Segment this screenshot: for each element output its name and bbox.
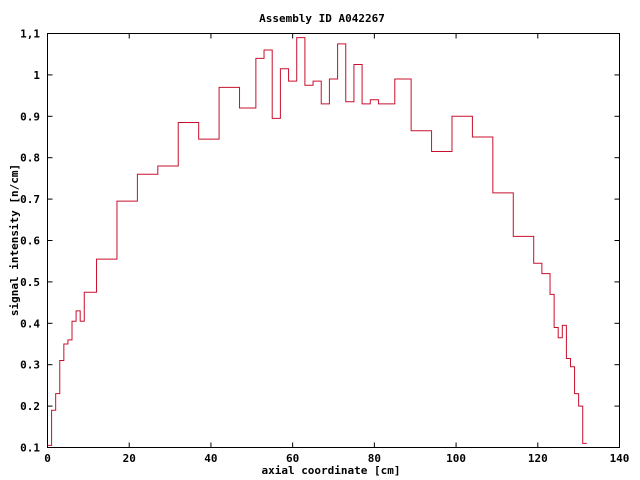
y-tick-label: 0.6 (20, 235, 40, 248)
chart-title: Assembly ID A042267 (259, 12, 385, 25)
y-tick-label: 1 (33, 69, 40, 82)
x-tick-label: 140 (610, 452, 630, 465)
x-axis-label: axial coordinate [cm] (261, 464, 400, 477)
y-tick-label: 0.3 (20, 359, 40, 372)
x-tick-label: 40 (204, 452, 217, 465)
y-tick-label: 0.4 (20, 317, 40, 330)
y-tick-label: 0.7 (20, 193, 40, 206)
y-tick-label: 0.1 (20, 442, 40, 455)
axis-ticks (47, 33, 620, 448)
x-tick-label: 0 (44, 452, 51, 465)
x-tick-label: 20 (123, 452, 136, 465)
y-tick-label: 0.2 (20, 400, 40, 413)
axis-tick-labels: 0 20 40 60 80 100 120 140 0.1 0.2 0.3 0.4 0.5 0.6 0.7 0… (20, 28, 629, 466)
x-tick-label: 80 (368, 452, 381, 465)
y-tick-label: 1,1 (20, 28, 40, 41)
y-axis-label: signal intensity [n/cm] (8, 164, 21, 316)
x-tick-label: 120 (528, 452, 548, 465)
y-tick-label: 0.5 (20, 276, 40, 289)
x-tick-label: 100 (446, 452, 466, 465)
series-line (47, 37, 587, 446)
x-tick-label: 60 (286, 452, 299, 465)
y-tick-label: 0.8 (20, 152, 40, 165)
y-tick-label: 0.9 (20, 110, 40, 123)
